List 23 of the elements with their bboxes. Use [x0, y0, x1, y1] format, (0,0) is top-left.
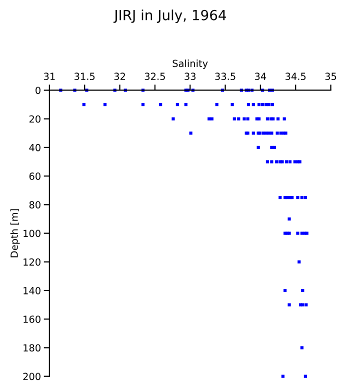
y-axis-title: Depth [m] — [10, 209, 20, 258]
x-tick-label: 31.5 — [74, 72, 95, 80]
x-tick-label: 35 — [325, 72, 336, 80]
y-tick-label: 100 — [24, 230, 40, 238]
x-tick-label: 31 — [44, 72, 55, 80]
y-tick-label: 160 — [24, 316, 40, 323]
x-tick-label: 32 — [114, 72, 125, 80]
y-tick-label: 120 — [24, 258, 40, 266]
y-tick-label: 0 — [36, 86, 40, 94]
x-tick-label: 34.5 — [286, 72, 306, 80]
x-tick-label: 34 — [254, 72, 266, 80]
x-tick-label: 33 — [184, 72, 196, 80]
y-tick-label: 140 — [24, 286, 40, 294]
x-tick-label: 32.5 — [144, 72, 165, 80]
x-tick-label: 33.5 — [215, 72, 236, 80]
y-tick-label: 180 — [24, 344, 40, 352]
x-axis-title: Salinity — [172, 60, 208, 69]
y-tick-label: 40 — [29, 144, 40, 152]
y-tick-label: 20 — [29, 115, 40, 123]
chart-title: JIRJ in July, 1964 — [113, 10, 226, 24]
y-tick-label: 80 — [29, 201, 40, 209]
y-tick-label: 60 — [29, 172, 40, 180]
y-tick-label: 200 — [23, 372, 40, 380]
